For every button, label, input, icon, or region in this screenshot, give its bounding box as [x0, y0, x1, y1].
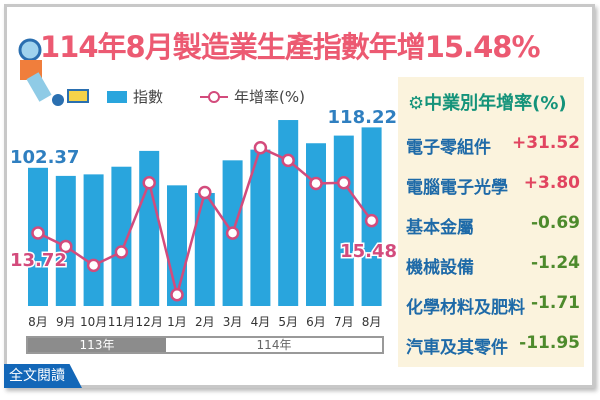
index-bar — [278, 120, 299, 306]
sector-row: 電子零組件 +31.52 — [406, 133, 580, 158]
index-bar — [167, 185, 187, 306]
growth-point — [170, 287, 184, 302]
sector-value: -1.24 — [531, 253, 580, 273]
sector-row: 基本金屬 -0.69 — [406, 213, 580, 238]
sector-name: 汽車及其零件 — [406, 338, 508, 358]
growth-point — [114, 245, 129, 259]
sector-row: 電腦電子光學 +3.80 — [406, 173, 580, 198]
growth-point — [59, 239, 73, 254]
x-tick-label: 8月 — [362, 315, 382, 329]
x-tick-label: 2月 — [195, 315, 215, 329]
sector-name: 電子零組件 — [406, 138, 491, 158]
page-title: 114年8月製造業生產指數年增15.48% — [40, 30, 540, 64]
index-bar — [250, 149, 271, 306]
sector-value: -11.95 — [519, 333, 580, 353]
sector-row: 化學材料及肥料 -1.71 — [406, 293, 580, 318]
x-tick-label: 8月 — [28, 315, 48, 329]
index-bar — [83, 174, 104, 306]
legend-index: 指數 — [107, 86, 163, 107]
x-tick-label: 11月 — [108, 315, 135, 329]
sector-heading: ⚙中業別年增率(%) — [408, 93, 567, 114]
x-tick-label: 6月 — [306, 315, 326, 329]
sector-value: -1.71 — [531, 293, 580, 313]
x-tick-label: 5月 — [278, 315, 298, 329]
year-bar: 113年 114年 — [26, 336, 384, 354]
index-bar — [111, 166, 132, 306]
sector-name: 機械設備 — [406, 258, 474, 278]
legend-line-swatch — [200, 90, 228, 103]
sector-name: 電腦電子光學 — [406, 178, 508, 198]
legend-bar-swatch — [107, 90, 127, 103]
legend-index-label: 指數 — [133, 88, 164, 106]
x-tick-label: 3月 — [223, 315, 243, 329]
growth-point — [253, 140, 268, 155]
x-tick-label: 12月 — [136, 315, 163, 329]
year-113: 113年 — [28, 338, 166, 352]
growth-point — [364, 213, 379, 228]
growth-point — [225, 226, 240, 240]
growth-point — [142, 175, 156, 190]
growth-point — [31, 226, 45, 240]
year-114: 114年 — [256, 338, 292, 352]
x-tick-label: 9月 — [56, 315, 76, 329]
x-tick-label: 1月 — [167, 315, 187, 329]
growth-point — [198, 185, 212, 200]
bar-label-first: 102.37 — [10, 147, 79, 168]
bar-label-last: 118.22 — [328, 107, 397, 128]
growth-point — [337, 175, 351, 190]
x-tick-label: 7月 — [334, 315, 354, 329]
line-label-first: 13.72 — [10, 250, 67, 271]
sector-name: 化學材料及肥料 — [406, 298, 525, 318]
sector-value: -0.69 — [531, 213, 580, 233]
sector-heading-text: 中業別年增率(%) — [424, 93, 567, 114]
growth-point — [86, 258, 101, 273]
growth-point — [281, 153, 295, 168]
robot-arm-illustration — [18, 38, 89, 106]
sector-name: 基本金屬 — [406, 218, 474, 238]
growth-point — [309, 176, 323, 191]
legend-growth: 年增率(%) — [200, 86, 305, 107]
sector-row: 機械設備 -1.24 — [406, 253, 580, 278]
index-bar — [139, 150, 160, 306]
x-tick-label: 4月 — [251, 315, 271, 329]
legend-growth-label: 年增率(%) — [234, 88, 305, 106]
line-label-last: 15.48 — [340, 241, 397, 262]
x-tick-label: 10月 — [80, 315, 107, 329]
index-bar — [194, 192, 215, 306]
read-all-button[interactable]: 全文閱讀 — [4, 364, 82, 388]
sector-value: +3.80 — [523, 173, 580, 193]
index-bar — [306, 143, 326, 306]
index-bar — [333, 135, 354, 306]
sector-row: 汽車及其零件 -11.95 — [406, 333, 580, 358]
sector-panel: ⚙中業別年增率(%) 電子零組件 +31.52 電腦電子光學 +3.80 基本金屬 -0.… — [398, 77, 584, 367]
sector-value: +31.52 — [511, 133, 580, 153]
